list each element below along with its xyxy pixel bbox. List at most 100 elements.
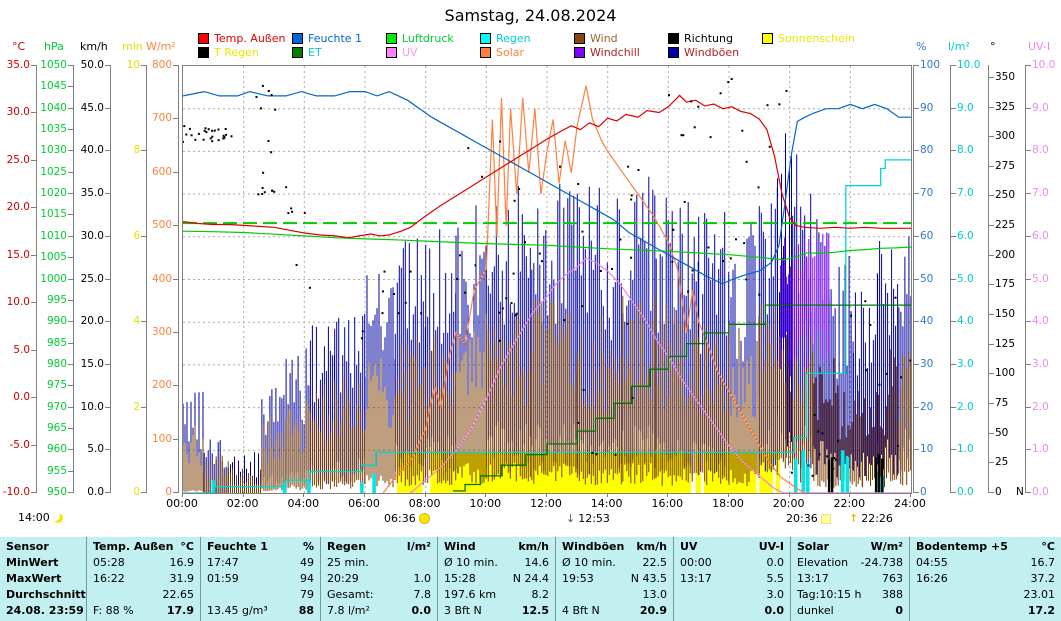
table-header-unit: °C [180,540,194,553]
table-column-temp-au-en: Temp. Außen °C 05:28 16.9 16:22 31.9 22.65 F: 8… [86,537,200,621]
legend-label: Luftdruck [402,32,454,45]
axis-tick-label: 0.0 [87,486,104,498]
axis-tick [950,364,956,365]
table-row: 16:22 31.9 [93,571,194,587]
table-row: Tag:10:15 h 388 [797,587,903,603]
legend-item-feuchte-1: Feuchte 1 [292,32,362,45]
axis-tick [913,65,919,66]
axis-tick-label: 50 [995,427,1009,439]
axis-tick [988,403,994,404]
axis-tick-label: 20.0 [6,201,30,213]
table-row: MaxWert [6,571,80,587]
table-row: 13:17 763 [797,571,903,587]
time-marker-label: 20:36 [786,512,818,525]
x-axis-tick [667,493,668,497]
axis-line [988,65,989,493]
axis-tick [988,77,994,78]
axis-tick-label: 60 [920,230,934,242]
table-column-regen: Regen l/m² 25 min. 20:29 1.0 Gesamt: 7.8 7.8 l/… [320,537,437,621]
time-marker-label: 06:36 [384,512,416,525]
axis-title-UVI: UV-I [1028,40,1051,53]
axis-tick [31,350,37,351]
axis-tick [105,364,111,365]
table-row: 01:59 94 [207,571,314,587]
axis-tick-label: 150 [995,308,1016,320]
axis-tick [105,236,111,237]
axis-tick-label: 2.0 [1032,401,1049,413]
axis-tick-label: 350 [995,71,1016,83]
table-cell-value: N 24.4 [512,572,549,585]
table-header-unit: l/m² [406,540,431,553]
table-row: Elevation -24.738 [797,555,903,571]
time-marker-label: 22:26 [861,512,893,525]
x-axis-tick [607,493,608,497]
table-header-label: UV [680,540,698,553]
axis-tick-label: 80 [920,144,934,156]
axis-tick-label: -5.0 [9,439,31,451]
axis-tick [950,65,956,66]
axis-tick [105,279,111,280]
table-cell-label: 25 min. [327,556,369,569]
axis-tick-label: 45.0 [80,102,104,114]
table-row: 7.8 l/m² 0.0 [327,603,431,619]
table-cell-label: 20:29 [327,572,359,585]
legend-item-sonnenschein: Sonnenschein [762,32,855,45]
axis-tick [105,407,111,408]
x-axis-tick [364,493,365,497]
axis-tick-label: 1040 [40,102,67,114]
axis-tick-label: 15.0 [6,249,30,261]
axis-tick [173,279,179,280]
axis-tick [31,492,37,493]
table-cell-label: 7.8 l/m² [327,604,370,617]
axis-tick-label: 300 [151,326,172,338]
x-axis-label: 08:00 [408,497,441,510]
x-axis-tick [910,493,911,497]
axis-tick-label: 25 [995,456,1009,468]
legend-label: T Regen [214,46,259,59]
table-cell-label: Ø 10 min. [444,556,498,569]
summary-table: Sensor MinWert MaxWert Durchschnitt 24.08. 2… [0,537,1061,621]
table-cell-label: Durchschnitt [6,588,86,601]
table-cell-value: 0.0 [411,604,432,617]
table-cell-label: 4 Bft N [562,604,600,617]
axis-tick [950,492,956,493]
axis-tick [173,65,179,66]
axis-tick-label: 8.0 [1032,144,1049,156]
table-header: Temp. Außen °C [93,538,194,555]
table-header: UV UV-I [680,538,784,555]
table-cell-value: 14.6 [524,556,550,569]
legend-label: Windchill [590,46,640,59]
axis-label-north: N [1016,486,1024,498]
axis-tick [950,407,956,408]
axis-tick [1025,65,1031,66]
axis-tick-label: 7.0 [1032,187,1049,199]
axis-tick [68,321,74,322]
x-axis-tick [728,493,729,497]
table-row: Ø 10 min. 22.5 [562,555,667,571]
legend-swatch-icon [668,33,679,44]
axis-tick [173,332,179,333]
table-cell-value: 5.5 [766,572,785,585]
axis-tick-label: 20 [920,401,934,413]
table-row: 15:28 N 24.4 [444,571,549,587]
axis-tick [141,492,147,493]
table-cell-label: 16:22 [93,572,125,585]
solar-noon-arrow-icon: ↓ [566,512,576,525]
page-title: Samstag, 24.08.2024 [444,6,617,25]
table-cell-label: Gesamt: [327,588,374,601]
axis-line [36,65,37,493]
axis-tick [950,321,956,322]
axis-tick [68,492,74,493]
table-header: Bodentemp +5 °C [916,538,1055,555]
table-cell-label: 19:53 [562,572,594,585]
x-axis-tick [182,493,183,497]
axis-tick-label: 1045 [40,80,67,92]
table-cell-label: 3 Bft N [444,604,482,617]
axis-tick [988,492,994,493]
axis-tick [950,279,956,280]
table-header-unit: % [302,540,314,553]
axis-tick [68,193,74,194]
table-cell-label: 24.08. 23:59 [6,604,84,617]
x-axis-label: 16:00 [651,497,684,510]
table-column-windb-en: Windböen km/h Ø 10 min. 22.5 19:53 N 43.5 13.0… [555,537,673,621]
